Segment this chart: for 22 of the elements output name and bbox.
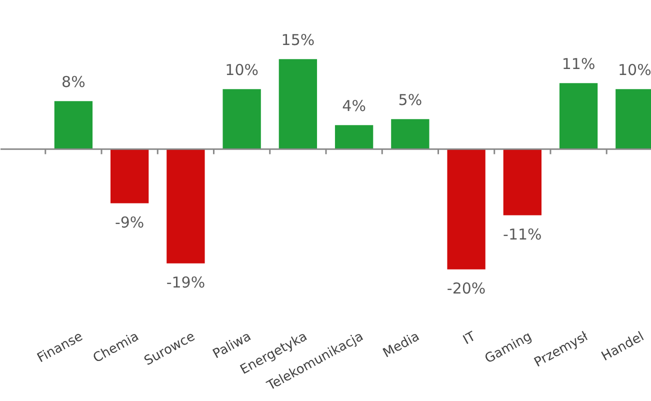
bar bbox=[110, 149, 149, 204]
bar bbox=[391, 119, 430, 150]
bar bbox=[503, 149, 542, 216]
bar bbox=[559, 83, 598, 150]
bar bbox=[334, 125, 374, 150]
bar bbox=[54, 101, 93, 150]
data-label: -20% bbox=[446, 279, 486, 298]
data-label: 4% bbox=[342, 97, 366, 116]
bar bbox=[166, 149, 205, 264]
data-label: 11% bbox=[562, 55, 596, 74]
data-label: 15% bbox=[281, 31, 315, 50]
data-label: -9% bbox=[114, 213, 144, 232]
x-tick-label: IT bbox=[460, 329, 478, 348]
bar bbox=[222, 89, 261, 150]
data-label: 10% bbox=[618, 61, 651, 80]
bar bbox=[278, 59, 318, 150]
data-label: 10% bbox=[225, 61, 258, 80]
bar bbox=[447, 149, 486, 270]
data-label: 5% bbox=[398, 91, 422, 110]
data-label: 8% bbox=[62, 73, 86, 92]
data-label: -19% bbox=[166, 273, 206, 292]
data-label: -11% bbox=[503, 225, 542, 244]
